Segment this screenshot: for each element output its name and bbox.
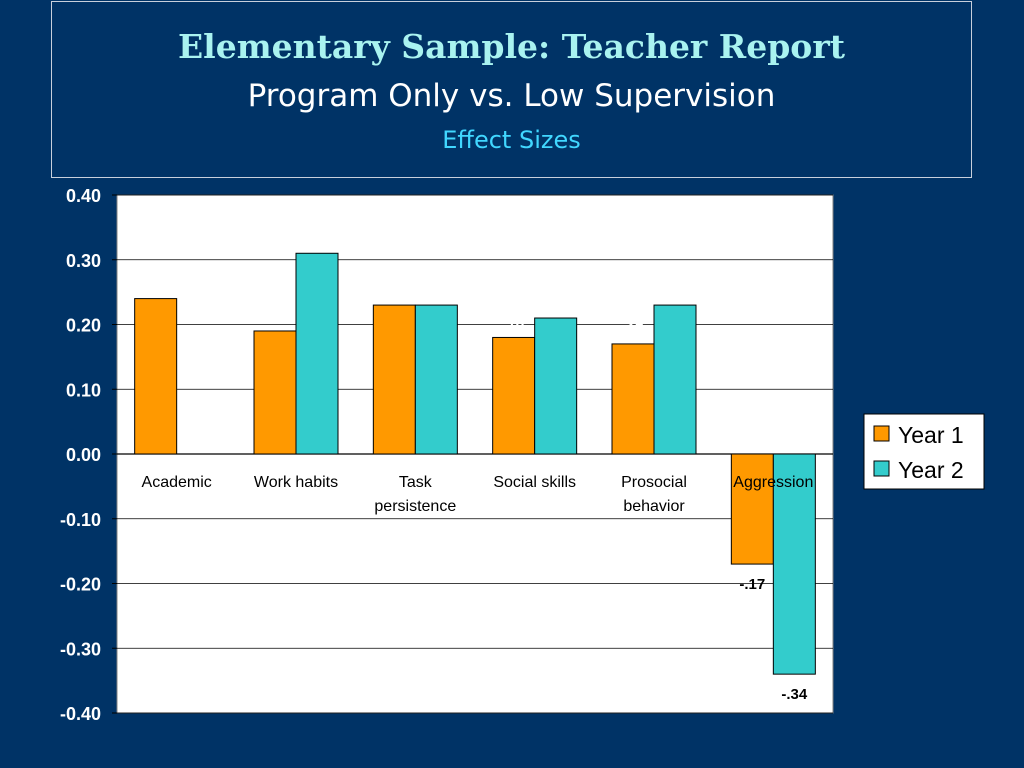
- data-label: .24: [145, 276, 167, 293]
- bar-year1: [730, 453, 774, 565]
- data-label: .18: [503, 314, 524, 331]
- legend-label: Year 1: [898, 422, 964, 448]
- category-label: Academic: [142, 474, 212, 491]
- y-tick-label: 0.40: [66, 186, 101, 206]
- data-label: .17: [623, 321, 644, 338]
- category-label: Aggression: [733, 474, 813, 491]
- legend-swatch-year2: [873, 460, 890, 477]
- bar-year2: [534, 317, 578, 455]
- category-labels: Academic Work habits Task persistence Social…: [142, 474, 814, 515]
- y-tick-label: -0.10: [60, 510, 101, 530]
- category-label: behavior: [623, 498, 685, 515]
- y-tick-label: 0.20: [66, 316, 101, 336]
- slide-title: Elementary Sample: Teacher Report: [178, 27, 845, 66]
- y-tick-label: -0.20: [60, 575, 101, 595]
- legend-label: Year 2: [898, 457, 964, 483]
- bar-year2: [414, 304, 458, 455]
- bars: [134, 252, 816, 675]
- y-tick-label: -0.30: [60, 639, 101, 659]
- y-tick-label: 0.10: [66, 380, 101, 400]
- data-label: -.34: [781, 686, 808, 703]
- data-label: -.17: [739, 576, 765, 593]
- data-label: .23: [384, 282, 405, 299]
- data-label: .21: [545, 295, 566, 312]
- category-label: Prosocial: [621, 474, 687, 491]
- bar-year1: [372, 304, 416, 455]
- data-label: .23: [665, 282, 686, 299]
- y-axis-tick-labels: 0.40 0.30 0.20 0.10 0.00 -0.10 -0.20 -0.30 -0.40: [60, 186, 101, 724]
- data-label: .31: [307, 230, 328, 247]
- legend: Year 1 Year 2: [863, 413, 985, 490]
- bar-year2: [772, 453, 816, 675]
- slide-subtitle: Program Only vs. Low Supervision: [247, 78, 776, 114]
- title-box: Elementary Sample: Teacher Report Progra…: [51, 1, 972, 178]
- category-label: Social skills: [493, 474, 576, 491]
- data-label: .23: [426, 282, 447, 299]
- bar-year1: [492, 336, 536, 455]
- y-tick-label: 0.00: [66, 445, 101, 465]
- slide-subtitle-effect-sizes: Effect Sizes: [442, 126, 581, 154]
- y-tick-label: 0.30: [66, 251, 101, 271]
- bar-year1: [253, 330, 297, 455]
- bar-year2: [653, 304, 697, 455]
- bar-year2: [295, 252, 339, 455]
- legend-swatch-year1: [873, 425, 890, 442]
- bar-year1: [611, 343, 655, 455]
- category-label: Task: [399, 474, 433, 491]
- data-labels: .24 .19 .31 .23 .23 .18 .21 .17 .23 -.17 -.34: [145, 230, 808, 703]
- data-label: .19: [265, 308, 286, 325]
- category-label: persistence: [374, 498, 456, 515]
- y-tick-label: -0.40: [60, 704, 101, 724]
- gridlines: [112, 194, 833, 714]
- category-label: Work habits: [254, 474, 338, 491]
- bar-year1: [134, 298, 178, 455]
